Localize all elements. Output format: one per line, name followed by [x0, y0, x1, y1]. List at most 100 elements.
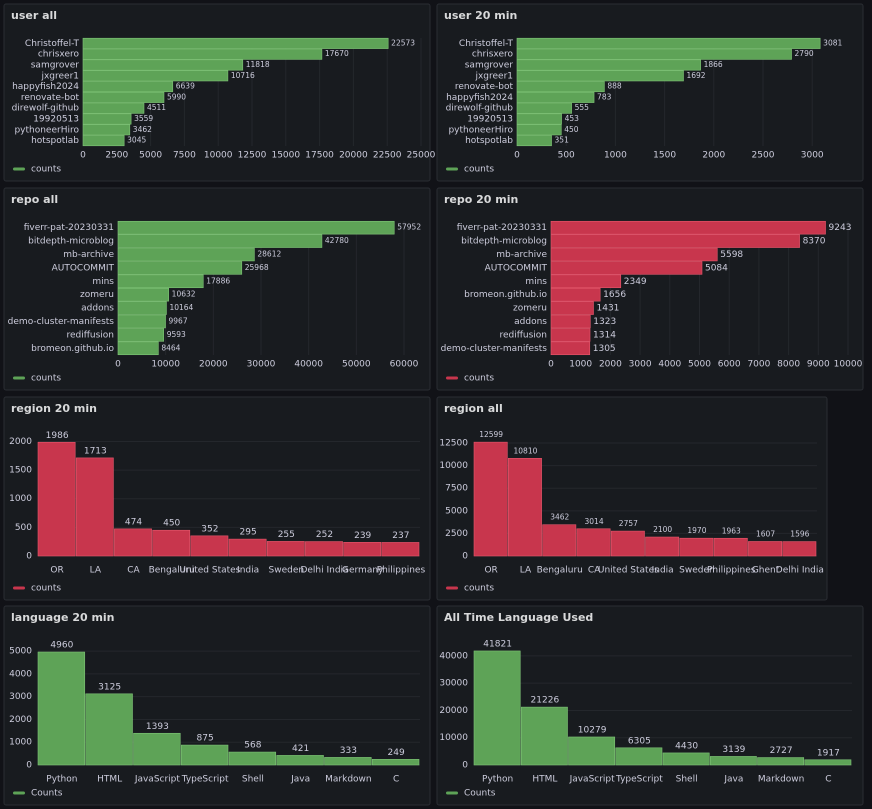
value-label: 10279 [578, 725, 607, 735]
category-label: mins [525, 277, 547, 287]
x-tick-label: 6000 [718, 360, 741, 370]
bar [114, 528, 152, 557]
category-label: AUTOCOMMIT [52, 263, 115, 273]
value-label: 5598 [720, 250, 743, 260]
x-tick-label: 0 [514, 151, 520, 161]
bar [117, 328, 165, 342]
x-tick-label: 7000 [747, 360, 770, 370]
panel: repo all counts 0 10000 20000 30000 40000 50000… [3, 187, 431, 391]
bar [324, 757, 372, 766]
bar [343, 542, 382, 557]
bar [180, 744, 229, 766]
bar [516, 91, 595, 103]
value-label: 4511 [147, 103, 166, 112]
value-label: 1656 [603, 290, 626, 300]
x-tick-label: 0 [80, 151, 86, 161]
category-label: India [237, 566, 259, 576]
y-tick-label: 0 [462, 761, 468, 771]
bar [152, 529, 191, 557]
value-label: 9243 [829, 223, 852, 233]
value-label: 568 [244, 741, 261, 751]
value-label: 17886 [206, 276, 230, 285]
category-label: Christoffel-T [459, 39, 514, 49]
y-tick-label: 500 [15, 523, 32, 533]
bar [709, 756, 757, 766]
panel: user 20 min counts 0 500 1000 1500 2000 2500 300… [436, 3, 864, 182]
panel-bg [3, 187, 431, 391]
legend-swatch [13, 376, 25, 380]
x-tick-label: 20000 [339, 151, 368, 161]
bar [516, 37, 821, 49]
category-label: rediffusion [66, 330, 114, 340]
bar [782, 541, 817, 557]
value-label: 10716 [231, 71, 255, 80]
bar [550, 261, 703, 275]
category-label: Germany [342, 566, 384, 576]
x-tick-label: 22500 [373, 151, 402, 161]
value-label: 41821 [483, 639, 512, 649]
bar [82, 113, 132, 125]
bar [82, 70, 229, 82]
category-label: bromeon.github.io [464, 290, 547, 300]
bar [117, 220, 395, 235]
category-label: addons [81, 304, 114, 314]
value-label: 10632 [172, 290, 196, 299]
category-label: India [652, 566, 674, 576]
bar [516, 81, 605, 93]
bar [550, 301, 594, 315]
legend-swatch [446, 376, 458, 380]
bar [542, 524, 577, 557]
bar [516, 70, 684, 82]
value-label: 6305 [628, 736, 651, 746]
value-label: 333 [340, 746, 357, 756]
x-tick-label: 50000 [342, 360, 371, 370]
value-label: 1986 [46, 431, 69, 441]
category-label: direwolf-github [446, 104, 514, 114]
x-tick-label: 3000 [801, 151, 824, 161]
category-label: zomeru [80, 290, 114, 300]
x-tick-label: 60000 [390, 360, 419, 370]
value-label: 8464 [161, 343, 180, 352]
bar [117, 341, 159, 356]
x-tick-label: 0 [115, 360, 121, 370]
legend-swatch [446, 167, 458, 171]
y-tick-label: 3000 [9, 692, 32, 702]
panel: All Time Language Used Counts 0 10000 20000 3… [436, 605, 864, 806]
category-label: Bengaluru [537, 566, 583, 576]
bar [550, 328, 591, 342]
category-label: United States [598, 566, 659, 576]
bar [550, 220, 826, 235]
category-label: JavaScript [569, 775, 616, 785]
value-label: 28612 [257, 250, 281, 259]
value-label: 450 [564, 125, 579, 134]
panel-title: repo 20 min [444, 193, 518, 206]
legend-label: counts [464, 165, 494, 175]
value-label: 3014 [585, 517, 604, 526]
bar [473, 441, 508, 557]
value-label: 9593 [167, 330, 186, 339]
value-label: 450 [163, 519, 180, 529]
bar [473, 650, 521, 766]
panel: region all counts 0 2500 5000 7500 10000 12500 1… [436, 396, 828, 601]
category-label: Delhi India [300, 566, 348, 576]
bar [117, 274, 204, 289]
value-label: 9967 [169, 317, 188, 326]
value-label: 10810 [514, 446, 538, 455]
category-label: rediffusion [499, 330, 547, 340]
category-label: Python [46, 775, 77, 785]
bar [516, 102, 572, 114]
category-label: TypeScript [181, 775, 229, 785]
value-label: 783 [597, 92, 612, 101]
bar [615, 747, 663, 766]
x-tick-label: 15000 [271, 151, 300, 161]
panel: repo 20 min counts 0 1000 2000 3000 4000 5000 60… [436, 187, 864, 391]
x-tick-label: 5000 [688, 360, 711, 370]
category-label: Python [482, 775, 513, 785]
category-label: chrisxero [38, 50, 80, 60]
legend-label: counts [31, 165, 61, 175]
value-label: 421 [292, 744, 309, 754]
category-label: Delhi India [776, 566, 824, 576]
bar [82, 135, 125, 147]
bar [679, 537, 714, 557]
